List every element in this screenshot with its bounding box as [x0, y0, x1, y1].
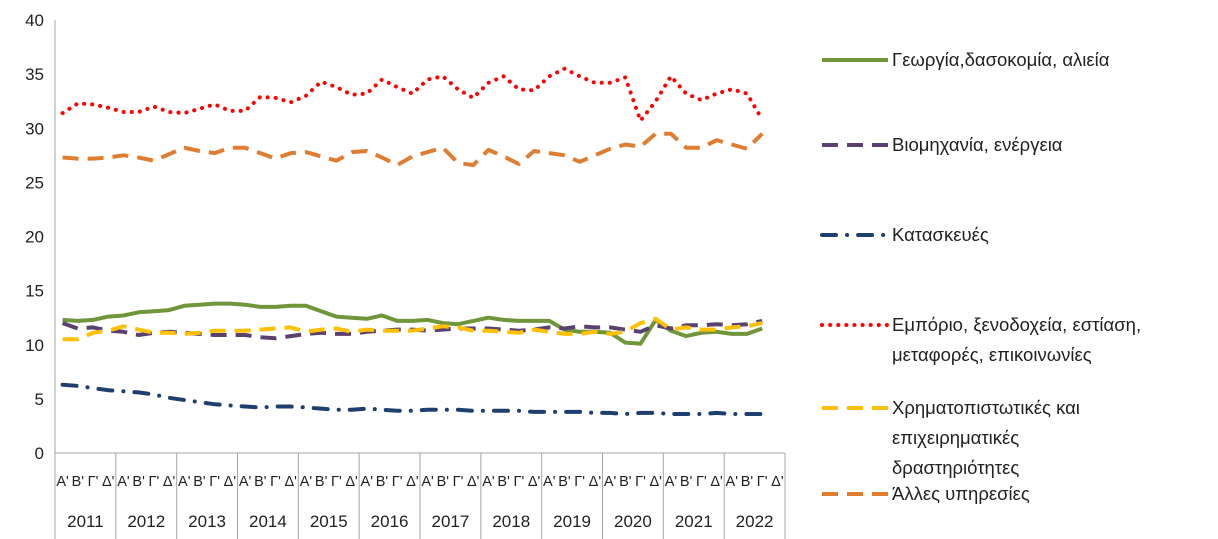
x-tick-label: Α' [665, 474, 678, 490]
legend-swatch [820, 233, 890, 237]
x-tick-label: Γ' [696, 474, 707, 490]
x-tick-label: Α' [300, 474, 313, 490]
x-year-label: 2019 [553, 512, 591, 531]
x-tick-label: Γ' [453, 474, 464, 490]
x-tick-label: Α' [239, 474, 252, 490]
x-tick-label: Δ' [589, 474, 602, 490]
series-line-4 [60, 66, 765, 123]
series-line-5 [62, 316, 763, 342]
legend-item: Άλλες υπηρεσίες [818, 479, 1218, 509]
y-tick-label: 15 [25, 282, 44, 301]
x-tick-label: Γ' [392, 474, 403, 490]
x-tick-label: Δ' [102, 474, 115, 490]
y-tick-label: 35 [25, 65, 44, 84]
x-year-label: 2018 [492, 512, 530, 531]
y-tick-label: 0 [35, 444, 44, 463]
x-tick-label: Α' [117, 474, 130, 490]
legend-item: Βιομηχανία, ενέργεια [818, 130, 1218, 160]
x-year-label: 2020 [614, 512, 652, 531]
y-tick-label: 5 [35, 390, 44, 409]
x-tick-label: Β' [741, 474, 754, 490]
x-tick-label: Α' [361, 474, 374, 490]
legend-swatch [820, 323, 890, 327]
x-tick-label: Β' [497, 474, 510, 490]
x-tick-label: Β' [193, 474, 206, 490]
legend-item: Εμπόριο, ξενοδοχεία, εστίαση, μεταφορές,… [818, 310, 1218, 370]
x-tick-label: Β' [254, 474, 267, 490]
x-tick-label: Γ' [635, 474, 646, 490]
series-line-1 [62, 301, 763, 346]
legend-label: Εμπόριο, ξενοδοχεία, εστίαση, μεταφορές,… [892, 314, 1142, 365]
x-year-label: 2015 [310, 512, 348, 531]
legend-item: Χρηματοπιστωτικές και επιχειρηματικές δρ… [818, 393, 1142, 483]
x-tick-label: Β' [376, 474, 389, 490]
legend-item: Κατασκευές [818, 220, 1218, 250]
x-year-label: 2021 [675, 512, 713, 531]
x-tick-label: Γ' [270, 474, 281, 490]
x-tick-label: Α' [543, 474, 556, 490]
x-tick-label: Γ' [148, 474, 159, 490]
x-year-label: 2022 [736, 512, 774, 531]
y-tick-label: 30 [25, 119, 44, 138]
x-tick-label: Δ' [649, 474, 662, 490]
legend-swatch [822, 58, 888, 62]
x-tick-label: Β' [619, 474, 632, 490]
x-tick-label: Δ' [284, 474, 297, 490]
x-tick-label: Δ' [467, 474, 480, 490]
x-year-label: 2016 [371, 512, 409, 531]
x-tick-label: Γ' [513, 474, 524, 490]
legend-label: Γεωργία,δασοκομία, αλιεία [892, 49, 1110, 70]
legend-swatch [822, 143, 888, 147]
chart-axes [54, 20, 785, 454]
chart-series [60, 66, 765, 416]
y-axis-ticks: 0 5 10 15 20 25 30 35 40 [25, 11, 44, 463]
x-tick-label: Δ' [406, 474, 419, 490]
y-tick-label: 10 [25, 336, 44, 355]
x-year-label: 2012 [127, 512, 165, 531]
legend-item: Γεωργία,δασοκομία, αλιεία [818, 45, 1218, 75]
x-tick-label: Β' [132, 474, 145, 490]
x-tick-label: Β' [680, 474, 693, 490]
x-tick-label: Γ' [574, 474, 585, 490]
x-year-label: 2014 [249, 512, 287, 531]
x-tick-label: Γ' [88, 474, 99, 490]
legend-label: Βιομηχανία, ενέργεια [892, 134, 1063, 155]
x-tick-label: Α' [604, 474, 617, 490]
x-tick-label: Δ' [771, 474, 784, 490]
legend-label: Κατασκευές [892, 224, 989, 245]
legend-label: Χρηματοπιστωτικές και επιχειρηματικές δρ… [892, 397, 1080, 478]
legend-swatch [822, 406, 888, 410]
x-tick-label: Δ' [224, 474, 237, 490]
x-tick-label: Α' [178, 474, 191, 490]
y-tick-label: 40 [25, 11, 44, 30]
x-tick-label: Γ' [209, 474, 220, 490]
x-year-label: 2013 [188, 512, 226, 531]
x-tick-label: Α' [482, 474, 495, 490]
series-line-3 [60, 382, 765, 416]
x-tick-label: Α' [726, 474, 739, 490]
x-tick-label: Δ' [163, 474, 176, 490]
x-year-label: 2011 [67, 512, 104, 531]
x-tick-label: Δ' [345, 474, 358, 490]
x-tick-label: Δ' [528, 474, 541, 490]
y-tick-label: 25 [25, 173, 44, 192]
x-tick-label: Β' [72, 474, 85, 490]
y-tick-label: 20 [25, 228, 44, 247]
x-tick-label: Γ' [757, 474, 768, 490]
x-tick-label: Β' [558, 474, 571, 490]
legend-swatch [822, 492, 888, 496]
x-tick-label: Α' [56, 474, 69, 490]
x-tick-label: Δ' [710, 474, 723, 490]
series-line-6 [62, 131, 764, 168]
x-year-label: 2017 [432, 512, 470, 531]
chart-legend: Γεωργία,δασοκομία, αλιεία Βιομηχανία, ενέ… [818, 0, 1218, 539]
x-tick-label: Γ' [331, 474, 342, 490]
x-tick-label: Α' [421, 474, 434, 490]
x-tick-label: Β' [315, 474, 328, 490]
legend-label: Άλλες υπηρεσίες [892, 483, 1030, 504]
x-tick-label: Β' [437, 474, 450, 490]
